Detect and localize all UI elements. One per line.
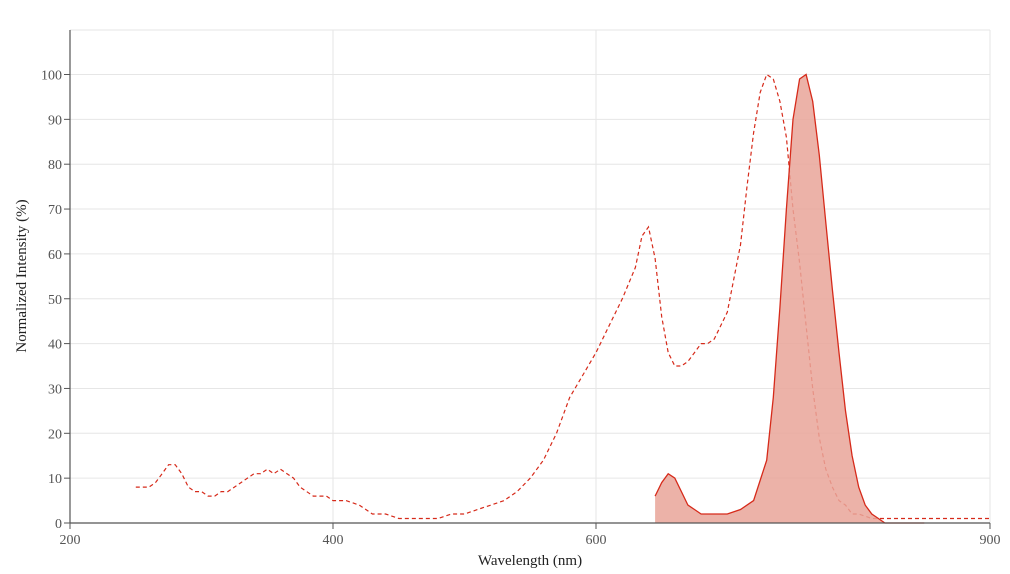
emission-line <box>654 73 925 524</box>
series-layer <box>135 73 990 524</box>
y-tick-label: 0 <box>55 517 62 532</box>
y-tick-label: 60 <box>48 248 62 263</box>
axes <box>69 30 990 524</box>
y-tick-label: 80 <box>48 158 62 173</box>
emission-area <box>655 74 925 523</box>
y-tick-label: 30 <box>48 382 62 397</box>
y-tick-label: 40 <box>48 338 62 353</box>
tick-labels: 0 10 20 30 40 50 60 70 80 90 100 200 400 600 900 <box>41 69 1001 549</box>
y-tick-label: 70 <box>48 203 62 218</box>
x-axis-title: Wavelength (nm) <box>478 553 582 569</box>
y-axis-title: Normalized Intensity (%) <box>14 199 30 352</box>
x-tick-label: 400 <box>323 533 344 548</box>
y-tick-label: 10 <box>48 472 62 487</box>
x-tick-label: 900 <box>980 533 1001 548</box>
y-tick-label: 100 <box>41 69 62 84</box>
y-tick-label: 20 <box>48 427 62 442</box>
excitation-line <box>135 73 990 520</box>
x-tick-label: 600 <box>586 533 607 548</box>
x-tick-label: 200 <box>60 533 81 548</box>
y-tick-label: 50 <box>48 293 62 308</box>
grid-lines <box>70 29 991 523</box>
y-tick-label: 90 <box>48 113 62 128</box>
